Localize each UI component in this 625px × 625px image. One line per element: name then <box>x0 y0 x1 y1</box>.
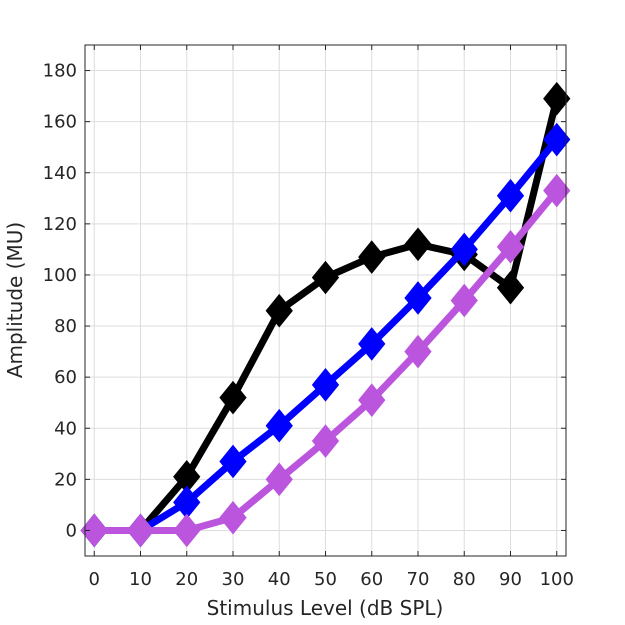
data-point <box>265 293 293 328</box>
data-point <box>219 444 247 479</box>
ticks <box>85 45 566 556</box>
data-point <box>80 513 108 548</box>
data-point <box>404 281 432 315</box>
data-point <box>358 383 386 417</box>
data-point <box>265 462 293 497</box>
x-tick-label: 70 <box>407 569 430 590</box>
data-point <box>173 513 201 548</box>
y-tick-label: 60 <box>54 367 77 388</box>
data-point <box>311 424 340 458</box>
series-3 <box>80 173 571 548</box>
data-point <box>311 260 340 295</box>
data-point <box>496 230 525 264</box>
y-tick-label: 160 <box>43 112 77 133</box>
y-axis-label: Amplitude (MU) <box>3 222 27 378</box>
y-tick-label: 0 <box>66 520 77 541</box>
x-tick-label: 40 <box>268 569 291 590</box>
data-point <box>543 81 571 116</box>
x-tick-label: 80 <box>453 569 476 590</box>
data-point <box>126 513 155 548</box>
x-tick-label: 10 <box>129 569 152 590</box>
data-point <box>404 227 432 262</box>
x-tick-label: 30 <box>222 569 245 590</box>
x-tick-label: 50 <box>314 569 337 590</box>
x-tick-label: 100 <box>540 569 574 590</box>
y-tick-label: 120 <box>43 214 77 235</box>
x-axis-label: Stimulus Level (dB SPL) <box>207 596 444 620</box>
y-tick-label: 180 <box>43 61 77 82</box>
data-point <box>219 500 247 535</box>
data-point <box>496 270 525 305</box>
x-tick-label: 90 <box>499 569 522 590</box>
y-tick-label: 40 <box>54 418 77 439</box>
y-tick-label: 140 <box>43 163 77 184</box>
series-2 <box>80 122 571 548</box>
x-tick-labels: 0 10 20 30 40 50 60 70 80 90 100 <box>89 569 574 590</box>
y-tick-label: 100 <box>43 265 77 286</box>
y-tick-label: 80 <box>54 316 77 337</box>
data-point <box>219 380 247 415</box>
data-point <box>543 173 571 208</box>
data-point <box>450 232 478 267</box>
data-point <box>404 334 432 369</box>
y-tick-label: 20 <box>54 469 77 490</box>
data-point <box>358 240 386 274</box>
data-point <box>496 178 525 213</box>
x-tick-label: 60 <box>360 569 383 590</box>
data-point <box>265 408 293 443</box>
data-point <box>543 122 571 157</box>
data-point <box>358 327 386 361</box>
x-tick-label: 0 <box>89 569 100 590</box>
data-point <box>311 368 340 402</box>
data-point <box>450 283 478 318</box>
series-layer <box>80 81 571 548</box>
y-tick-labels: 0 20 40 60 80 100 120 140 160 180 <box>43 61 77 542</box>
x-tick-label: 20 <box>175 569 198 590</box>
